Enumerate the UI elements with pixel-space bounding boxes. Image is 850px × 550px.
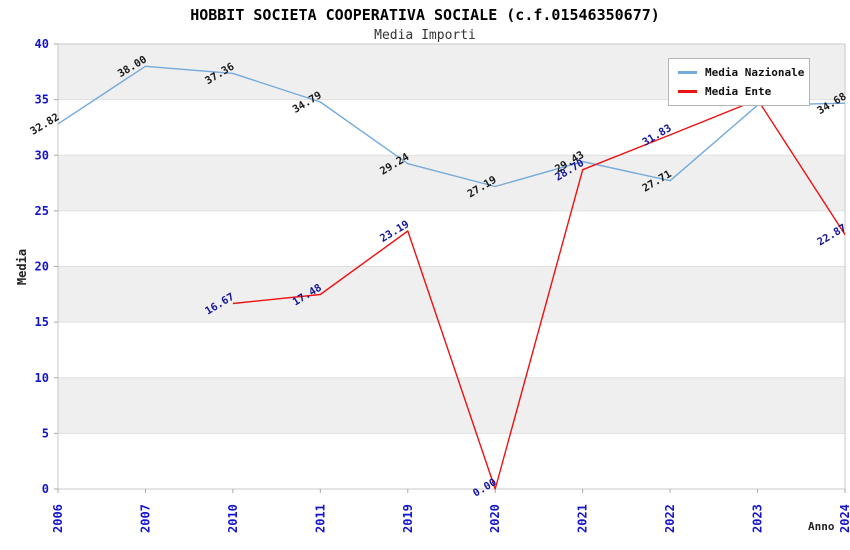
y-tick-label: 5	[42, 426, 49, 440]
plot-band	[58, 155, 845, 211]
legend-swatch-media-nazionale-icon	[678, 71, 697, 74]
x-tick-label: 2023	[751, 504, 765, 533]
y-tick-label: 15	[35, 315, 49, 329]
chart-subtitle: Media Importi	[374, 28, 476, 43]
y-tick-label: 10	[35, 371, 49, 385]
legend: Media Nazionale Media Ente	[668, 58, 810, 106]
plot-band	[58, 266, 845, 323]
y-tick-label: 25	[35, 204, 49, 218]
legend-label-media-nazionale: Media Nazionale	[705, 66, 805, 79]
y-tick-label: 0	[42, 482, 49, 496]
y-tick-label: 20	[35, 260, 49, 274]
point-label: 32.82	[28, 111, 61, 138]
x-tick-label: 2006	[51, 504, 65, 533]
x-tick-label: 2010	[226, 504, 240, 533]
chart-title: HOBBIT SOCIETA COOPERATIVA SOCIALE (c.f.…	[190, 6, 660, 24]
y-tick-label: 35	[35, 93, 49, 107]
y-axis-label: Media	[15, 248, 29, 286]
x-axis-label: Anno	[808, 520, 835, 533]
y-tick-label: 40	[35, 37, 49, 51]
legend-swatch-media-ente-icon	[678, 90, 697, 93]
y-tick-label: 30	[35, 148, 49, 162]
legend-item-media-nazionale[interactable]: Media Nazionale	[678, 66, 804, 79]
x-tick-label: 2022	[663, 504, 677, 533]
x-tick-label: 2011	[313, 504, 327, 533]
x-tick-label: 2024	[838, 504, 850, 533]
plot-band	[58, 322, 845, 378]
x-tick-label: 2019	[401, 504, 415, 533]
plot-band	[58, 210, 845, 267]
series-line-media-nazionale	[57, 65, 846, 188]
plot-band	[58, 433, 845, 489]
x-tick-label: 2007	[138, 504, 152, 533]
plot-band	[58, 377, 845, 434]
legend-item-media-ente[interactable]: Media Ente	[678, 85, 799, 98]
x-tick-label: 2020	[488, 504, 502, 533]
x-tick-label: 2021	[576, 504, 590, 533]
legend-label-media-ente: Media Ente	[705, 85, 772, 98]
plot-band	[58, 99, 845, 156]
